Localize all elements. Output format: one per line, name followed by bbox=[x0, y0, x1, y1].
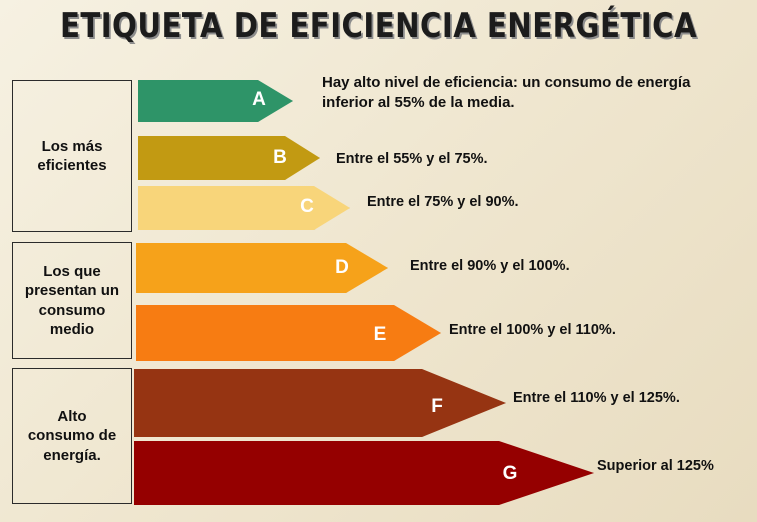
class-b-letter: B bbox=[273, 147, 287, 168]
class-b-arrow bbox=[138, 136, 320, 180]
group-medium-consumption: Los que presentan un consumo medio bbox=[12, 242, 132, 359]
group-label: Los que presentan un consumo medio bbox=[24, 262, 120, 339]
class-b-description: Entre el 55% y el 75%. bbox=[336, 151, 488, 167]
class-e-letter: E bbox=[373, 324, 387, 345]
group-label: Alto consumo de energía. bbox=[27, 407, 117, 464]
class-a-arrow bbox=[138, 80, 293, 122]
class-c-arrow bbox=[138, 186, 350, 230]
class-e-description: Entre el 100% y el 110%. bbox=[449, 322, 616, 338]
group-most-efficient: Los más eficientes bbox=[12, 80, 132, 232]
group-label: Los más eficientes bbox=[37, 137, 107, 175]
class-d-letter: D bbox=[335, 257, 349, 278]
class-g-description: Superior al 125% bbox=[597, 458, 714, 474]
class-c-letter: C bbox=[300, 196, 314, 217]
class-a-letter: A bbox=[252, 89, 266, 110]
class-c-description: Entre el 75% y el 90%. bbox=[367, 194, 519, 210]
page-title: ETIQUETA DE EFICIENCIA ENERGÉTICA bbox=[59, 6, 698, 46]
class-e-arrow bbox=[136, 305, 441, 361]
class-f-letter: F bbox=[431, 396, 443, 417]
group-high-consumption: Alto consumo de energía. bbox=[12, 368, 132, 504]
class-d-arrow bbox=[136, 243, 388, 293]
class-a-description: Hay alto nivel de eficiencia: un consumo… bbox=[322, 74, 691, 111]
class-g-letter: G bbox=[502, 463, 518, 484]
class-d-description: Entre el 90% y el 100%. bbox=[410, 258, 570, 274]
class-f-description: Entre el 110% y el 125%. bbox=[513, 390, 680, 406]
class-f-arrow bbox=[134, 369, 506, 437]
class-g-arrow bbox=[134, 441, 594, 505]
